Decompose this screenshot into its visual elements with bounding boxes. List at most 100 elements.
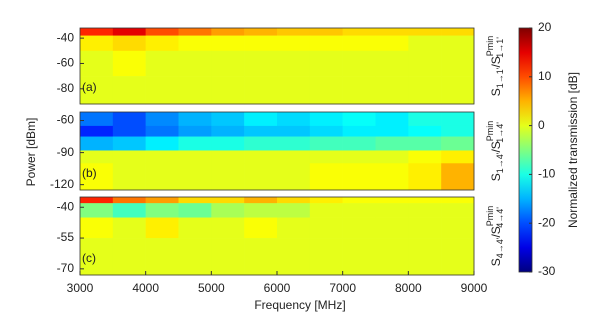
heatmap-cell bbox=[178, 163, 212, 191]
heatmap-cell bbox=[408, 125, 442, 137]
heatmap-cell bbox=[375, 125, 409, 137]
heatmap-cell bbox=[277, 203, 311, 218]
heatmap-cell bbox=[178, 217, 212, 239]
heatmap-cell bbox=[408, 28, 442, 36]
heatmap-cell bbox=[375, 112, 409, 127]
x-tick-label: 3000 bbox=[67, 281, 94, 295]
heatmap-cell bbox=[112, 238, 146, 276]
right-label-part: 1→4' bbox=[495, 122, 505, 143]
heatmap-cell bbox=[178, 150, 212, 164]
plot-frame bbox=[79, 27, 475, 105]
heatmap-cell bbox=[342, 112, 376, 127]
heatmap-cell bbox=[178, 203, 212, 218]
heatmap-cell bbox=[145, 203, 179, 218]
heatmap-cell bbox=[211, 203, 245, 218]
y-axis-title: Power [dBm] bbox=[24, 118, 38, 187]
heatmap-cell bbox=[441, 238, 475, 276]
right-label-part: 4→4' bbox=[495, 207, 505, 228]
right-label-part: Pmin bbox=[485, 36, 495, 57]
heatmap-cell bbox=[244, 112, 278, 127]
right-label-part: S bbox=[489, 173, 503, 181]
heatmap-cell bbox=[408, 76, 442, 105]
y-tick-label: -60 bbox=[57, 113, 75, 127]
heatmap-cell bbox=[277, 217, 311, 239]
heatmap-cell bbox=[112, 112, 146, 127]
heatmap-cell bbox=[309, 163, 343, 191]
right-label-part: 1→1' bbox=[495, 67, 505, 88]
heatmap-cell bbox=[178, 238, 212, 276]
heatmap-cell bbox=[244, 238, 278, 276]
heatmap-cell bbox=[80, 50, 114, 77]
heatmap-cell bbox=[211, 50, 245, 77]
heatmap-cell bbox=[80, 163, 114, 191]
heatmap-cell bbox=[80, 112, 114, 127]
heatmap-cell bbox=[145, 150, 179, 164]
heatmap-cell bbox=[112, 50, 146, 77]
heatmap-cell bbox=[80, 150, 114, 164]
heatmap-cell bbox=[408, 197, 442, 204]
right-label-part: Pmin bbox=[485, 206, 495, 227]
heatmap-cell bbox=[309, 76, 343, 105]
heatmap-cell bbox=[408, 50, 442, 77]
heatmap-cell bbox=[309, 203, 343, 218]
x-tick-label: 8000 bbox=[395, 281, 422, 295]
heatmap-cell bbox=[309, 50, 343, 77]
heatmap-cell bbox=[80, 28, 114, 36]
heatmap-cell bbox=[178, 112, 212, 127]
heatmap-cell bbox=[309, 217, 343, 239]
heatmap-cell bbox=[441, 125, 475, 137]
heatmap-cell bbox=[375, 203, 409, 218]
heatmap-cell bbox=[244, 150, 278, 164]
heatmap-cell bbox=[375, 28, 409, 36]
heatmap-cell bbox=[112, 125, 146, 137]
heatmap-cell bbox=[211, 125, 245, 137]
heatmap-cell bbox=[441, 76, 475, 105]
heatmap-cell bbox=[145, 136, 179, 151]
heatmap-cell bbox=[80, 197, 114, 204]
heatmap-cell bbox=[244, 35, 278, 52]
heatmap-cell bbox=[375, 50, 409, 77]
heatmap-cell bbox=[178, 76, 212, 105]
heatmap-cell bbox=[145, 50, 179, 77]
heatmap-cell bbox=[441, 203, 475, 218]
heatmap-cell bbox=[277, 76, 311, 105]
heatmap-cell bbox=[441, 217, 475, 239]
heatmap-cell bbox=[441, 28, 475, 36]
panel-label: (c) bbox=[82, 251, 96, 265]
heatmap-cell bbox=[80, 203, 114, 218]
heatmap-cell bbox=[145, 217, 179, 239]
heatmap-cell bbox=[375, 163, 409, 191]
panel-right-label: S1→4'/SPmin1→4' bbox=[485, 121, 505, 182]
heatmap-cell bbox=[178, 136, 212, 151]
heatmap-cell bbox=[112, 197, 146, 204]
heatmap-cell bbox=[441, 163, 475, 191]
heatmap-cell bbox=[277, 35, 311, 52]
heatmap-cell bbox=[244, 76, 278, 105]
heatmap-cell bbox=[277, 28, 311, 36]
heatmap-cell bbox=[145, 112, 179, 127]
heatmap-cell bbox=[211, 76, 245, 105]
panel-label: (a) bbox=[82, 80, 97, 94]
y-tick-label: -90 bbox=[57, 145, 75, 159]
heatmap-cell bbox=[244, 28, 278, 36]
heatmap-cell bbox=[112, 28, 146, 36]
heatmap-cell bbox=[375, 35, 409, 52]
y-tick-label: -55 bbox=[57, 230, 75, 244]
heatmap-cell bbox=[112, 150, 146, 164]
heatmap-cell bbox=[80, 125, 114, 137]
heatmap-cell bbox=[80, 217, 114, 239]
heatmap-cell bbox=[277, 197, 311, 204]
heatmap-cell bbox=[112, 35, 146, 52]
x-tick-label: 9000 bbox=[461, 281, 488, 295]
right-label-part: /S bbox=[489, 56, 503, 67]
y-tick-label: -70 bbox=[57, 261, 75, 275]
heatmap-cell bbox=[244, 203, 278, 218]
heatmap-cell bbox=[178, 28, 212, 36]
right-label-part: /S bbox=[489, 226, 503, 237]
heatmap-cell bbox=[112, 136, 146, 151]
heatmap-cell bbox=[342, 163, 376, 191]
y-tick-label: -60 bbox=[57, 56, 75, 70]
right-label-part: 4→4' bbox=[495, 237, 505, 258]
heatmap-cell bbox=[277, 163, 311, 191]
